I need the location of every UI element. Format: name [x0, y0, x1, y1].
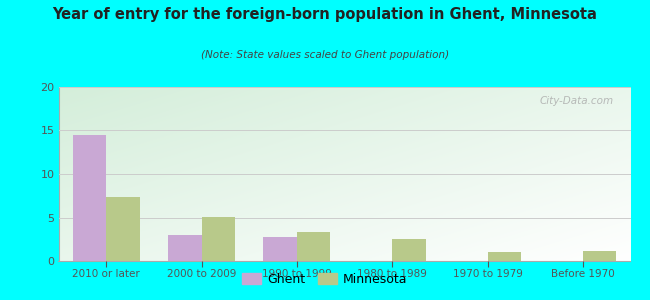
- Bar: [583, 251, 616, 261]
- Bar: [263, 237, 297, 261]
- Bar: [168, 235, 202, 261]
- Text: Year of entry for the foreign-born population in Ghent, Minnesota: Year of entry for the foreign-born popul…: [53, 8, 597, 22]
- Bar: [106, 197, 140, 261]
- Bar: [202, 217, 235, 261]
- Bar: [488, 252, 521, 261]
- Text: (Note: State values scaled to Ghent population): (Note: State values scaled to Ghent popu…: [201, 50, 449, 59]
- Text: City-Data.com: City-Data.com: [540, 96, 614, 106]
- Bar: [73, 135, 106, 261]
- Legend: Ghent, Minnesota: Ghent, Minnesota: [237, 268, 413, 291]
- Bar: [392, 239, 426, 261]
- Bar: [297, 232, 330, 261]
